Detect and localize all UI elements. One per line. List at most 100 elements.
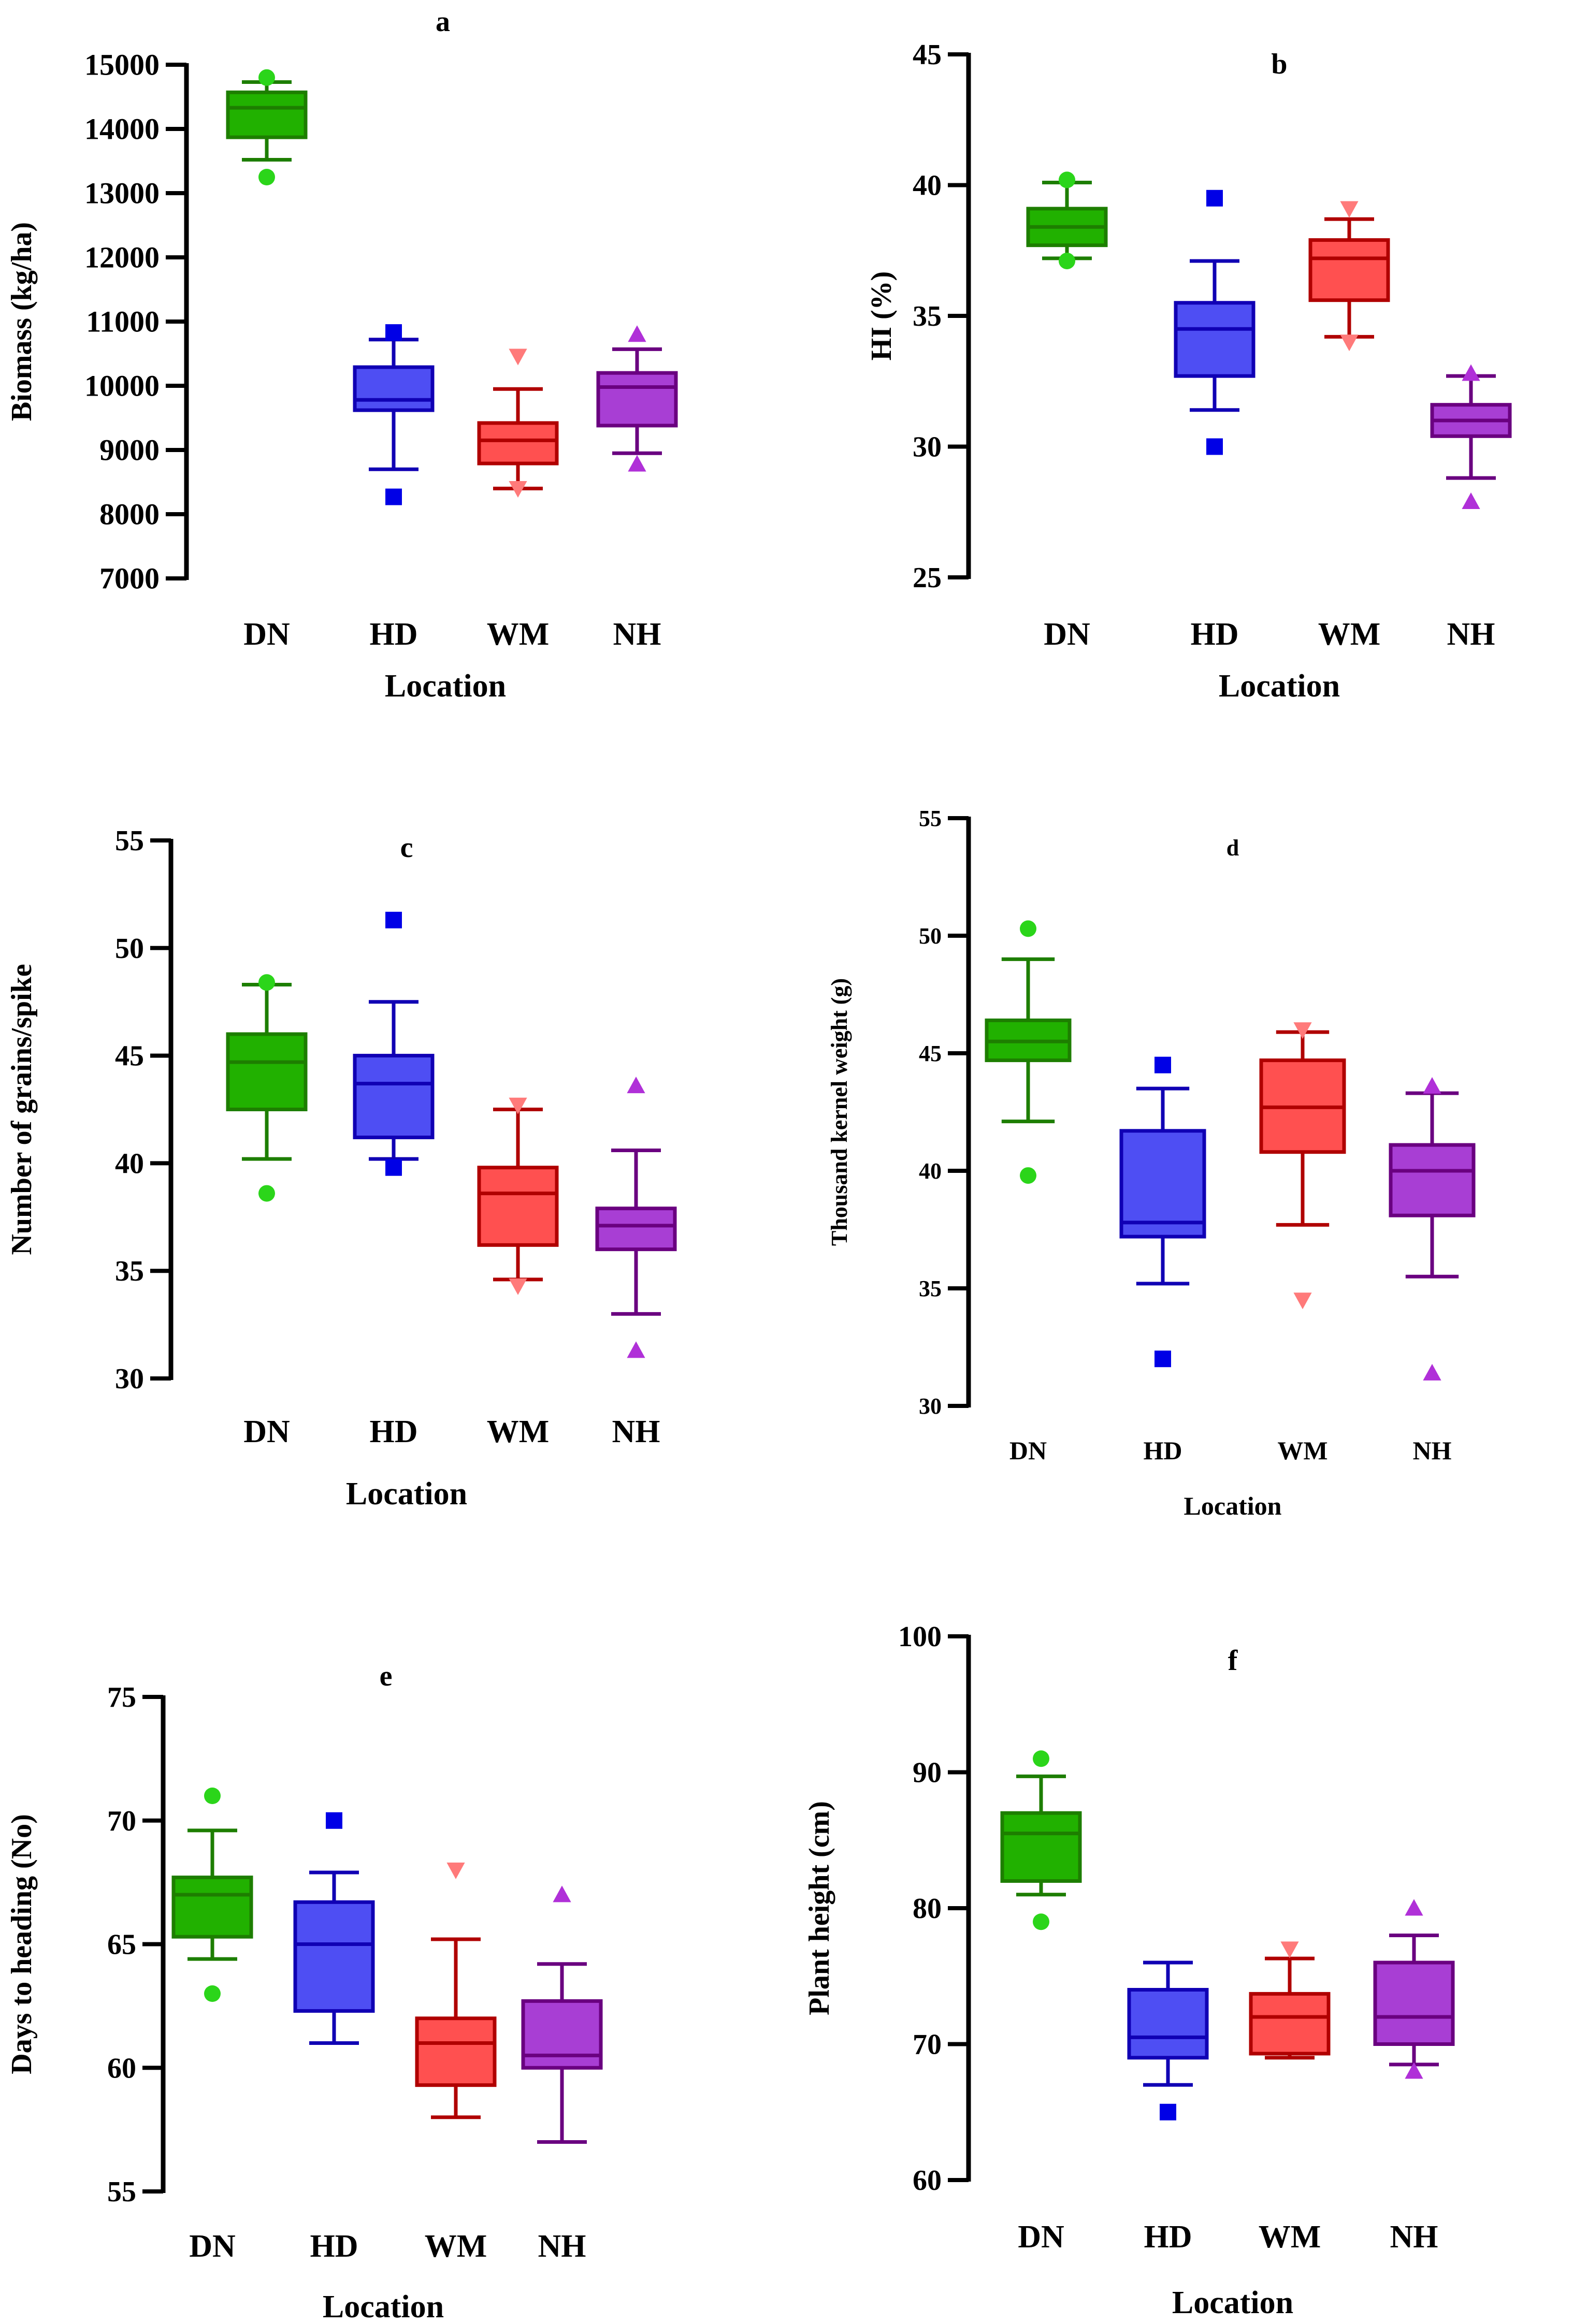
category-label-WM: WM [487,1414,550,1449]
y-tick-label: 40 [919,1158,942,1184]
category-label-NH: NH [538,2229,586,2264]
y-tick-label: 55 [107,2176,136,2208]
outlier-point [385,911,402,928]
category-label-HD: HD [1144,1436,1182,1465]
outlier-point [509,481,527,498]
outlier-point [204,1788,221,1804]
outlier-point [1033,1913,1049,1930]
category-label-HD: HD [370,617,418,652]
y-tick-label: 40 [913,170,942,202]
box-iqr [353,365,435,412]
outlier-point [1206,438,1223,455]
y-axis-title: Plant height (cm) [803,1801,835,2015]
box-iqr [477,421,559,466]
box-WM [415,1862,497,2119]
outlier-point [628,325,646,342]
box-NH [1373,1899,1455,2079]
x-axis-title: Location [385,669,506,704]
panel-title: c [400,832,413,864]
box-iqr [293,1900,375,2013]
y-tick-label: 60 [107,2052,136,2084]
y-tick-label: 75 [107,1681,136,1713]
box-iqr [1119,1129,1206,1239]
panel-a: 7000 8000 9000 10000 11000 12000 13000 14000 150… [6,6,678,704]
outlier-point [1059,171,1075,188]
box-DN [226,974,308,1202]
outlier-point [1462,492,1480,509]
box-iqr [595,1207,677,1252]
panel-title: a [436,6,450,38]
y-tick-label: 7000 [99,562,160,595]
category-label-DN: DN [1044,617,1090,652]
outlier-point [258,169,275,185]
box-DN [171,1788,253,2002]
category-label-DN: DN [243,1414,290,1449]
y-axis-title: HI (%) [865,271,898,361]
category-label-WM: WM [425,2229,487,2264]
category-label-NH: NH [1447,617,1495,652]
outlier-point [1206,190,1223,207]
y-tick-label: 45 [913,39,942,71]
outlier-point [385,488,402,505]
panel-e: 55 60 65 70 75 Days to heading (No) e DN HD WM NH L… [6,1660,603,2324]
outlier-point [1155,1350,1171,1368]
y-tick-label: 9000 [99,433,160,467]
y-tick-label: 14000 [84,112,160,146]
category-label-WM: WM [1318,617,1381,652]
box-HD [353,324,435,505]
outlier-point [1155,1056,1171,1073]
outlier-point [446,1862,465,1879]
y-tick-label: 45 [919,1041,942,1066]
y-tick-label: 50 [115,933,144,965]
box-HD [1127,1960,1209,2120]
box-iqr [521,1999,603,2070]
outlier-point [1293,1292,1312,1310]
y-tick-label: 35 [919,1276,942,1301]
y-tick-label: 11000 [86,305,160,339]
outlier-point [1293,1022,1312,1039]
outlier-point [553,1885,571,1902]
y-tick-label: 65 [107,1929,136,1961]
box-HD [293,1812,375,2045]
category-label-NH: NH [613,617,661,652]
outlier-point [1405,1899,1423,1916]
panel-title: d [1226,835,1239,861]
outlier-point [204,1985,221,2002]
x-axis-title: Location [1172,2285,1293,2320]
y-axis-title: Number of grains/spike [6,964,38,1255]
outlier-point [1020,1167,1036,1184]
box-NH [596,325,678,472]
outlier-point [1160,2103,1176,2120]
x-axis-title: Location [1219,669,1340,704]
y-tick-label: 13000 [84,177,160,210]
y-tick-label: 8000 [99,498,160,531]
outlier-point [258,69,275,86]
category-label-NH: NH [612,1414,660,1449]
y-tick-label: 30 [919,1393,942,1419]
box-HD [1119,1056,1206,1368]
outlier-point [1340,335,1359,352]
box-iqr [596,371,678,428]
box-WM [1249,1941,1331,2060]
x-axis-title: Location [346,1476,467,1512]
panel-d: 30 35 40 45 50 55 Thousand kernel weight (g) d D… [827,806,1476,1520]
panel-f: 60 70 80 90 100 Plant height (cm) f DN HD WM NH Loc… [803,1621,1455,2320]
x-axis-title: Location [323,2289,444,2324]
outlier-point [628,455,646,472]
y-tick-label: 12000 [84,241,160,274]
category-label-DN: DN [1018,2219,1064,2255]
y-tick-label: 60 [913,2165,942,2197]
box-WM [1259,1022,1346,1310]
y-axis-title: Thousand kernel weight (g) [827,978,852,1246]
box-iqr [171,1876,253,1939]
y-tick-label: 25 [913,562,942,594]
category-label-HD: HD [1191,617,1239,652]
box-iqr [226,90,308,139]
box-DN [226,69,308,185]
panel-title: b [1271,48,1287,80]
box-iqr [226,1032,308,1112]
y-axis-title: Biomass (kg/ha) [6,222,38,421]
y-tick-label: 30 [115,1363,144,1395]
outlier-point [509,348,527,366]
outlier-point [627,1077,645,1094]
